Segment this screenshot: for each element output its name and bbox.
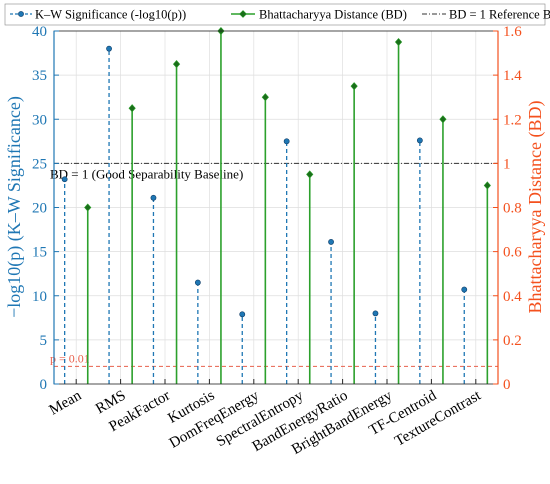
kw-marker [106, 45, 112, 52]
kw-marker [372, 310, 379, 317]
kw-marker [194, 279, 201, 286]
kw-marker [61, 176, 68, 183]
bd-marker [172, 60, 181, 69]
legend: K–W Significance (-log10(p)) Bhattachary… [4, 3, 550, 26]
y-tick-label-right: 0.6 [503, 245, 522, 261]
stems-layer [61, 26, 491, 384]
bd-marker [261, 93, 269, 102]
y-tick-label-right: 0.2 [503, 333, 522, 349]
bd-marker [394, 37, 403, 47]
legend-box [4, 3, 546, 26]
y-tick-label-right: 1 [503, 156, 511, 172]
bd-marker [306, 170, 314, 179]
y-tick-label-left: 10 [32, 289, 47, 305]
kw-marker [416, 137, 423, 144]
y-tick-label-left: 40 [32, 24, 47, 40]
kw-marker [461, 286, 468, 293]
legend-baseline-label: BD = 1 Reference Baseline [449, 8, 550, 22]
y-tick-label-left: 20 [32, 201, 47, 217]
y-tick-label-left: 30 [32, 112, 47, 128]
legend-kw-label: K–W Significance (-log10(p)) [35, 8, 186, 22]
y-tick-label-left: 15 [32, 245, 47, 261]
y-axis-label-right: Bhattacharyya Distance (BD) [525, 101, 546, 314]
y-axis-label-left: −log10(p) (K–W Significance) [4, 96, 25, 318]
bd-marker [350, 82, 358, 91]
bd-baseline-label: BD = 1 (Good Separability Baseline) [50, 166, 243, 181]
bd-marker [439, 115, 447, 124]
y-tick-label-right: 1.6 [503, 24, 522, 40]
y-tick-label-left: 5 [40, 333, 48, 349]
legend-bd-marker [239, 10, 247, 18]
legend-kw-marker [18, 11, 24, 17]
y-tick-label-right: 1.2 [503, 112, 522, 128]
y-tick-label-left: 0 [40, 377, 48, 393]
bd-marker [128, 104, 136, 113]
reference-lines: BD = 1 (Good Separability Baseline) p = … [50, 162, 498, 367]
y-tick-label-left: 25 [32, 156, 47, 172]
y-tick-label-right: 0.8 [503, 201, 522, 217]
bd-marker [483, 181, 491, 190]
y-tick-label-right: 1.4 [503, 68, 522, 84]
pvalue-label: p = 0.01 [50, 351, 90, 365]
bd-marker [84, 203, 92, 212]
y-tick-label-right: 0 [503, 377, 511, 393]
y-tick-label-right: 0.4 [503, 289, 522, 305]
kw-marker [328, 239, 334, 245]
kw-marker [150, 194, 157, 201]
x-tick-label: Mean [47, 387, 85, 418]
y-tick-label-left: 35 [32, 68, 47, 84]
kw-marker [283, 138, 290, 145]
legend-bd-label: Bhattacharyya Distance (BD) [259, 8, 407, 22]
kw-marker [239, 311, 246, 318]
